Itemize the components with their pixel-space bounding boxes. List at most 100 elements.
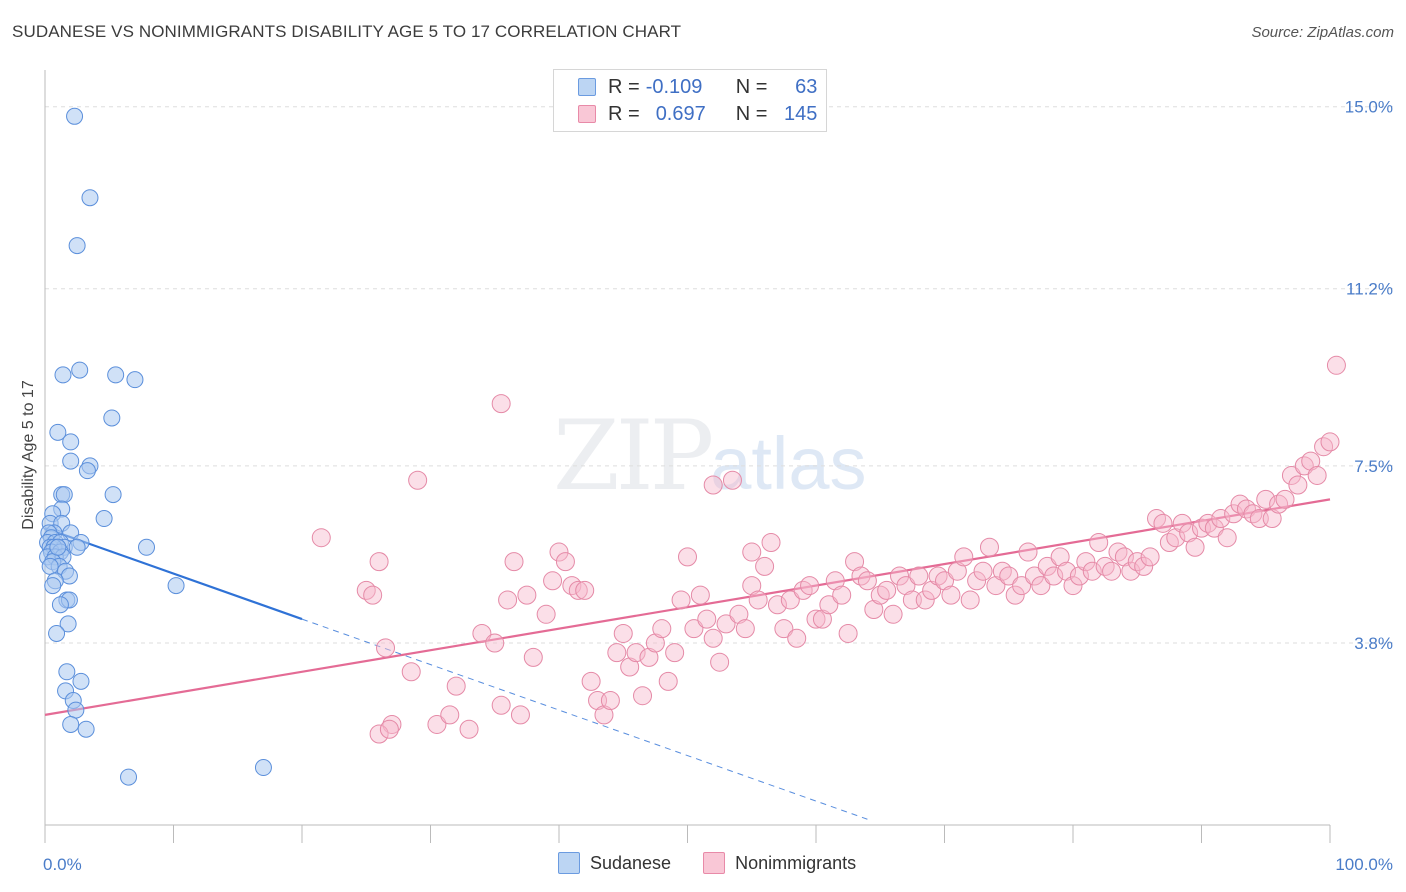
point-sudanese bbox=[67, 701, 85, 719]
chart-title: SUDANESE VS NONIMMIGRANTS DISABILITY AGE… bbox=[12, 22, 682, 41]
point-nonimmigrants bbox=[363, 585, 383, 605]
bottom-legend-swatch-nonimmigrants bbox=[703, 852, 726, 874]
legend-swatch-sudanese bbox=[578, 78, 596, 96]
watermark: ZIPatlas bbox=[553, 400, 867, 512]
point-nonimmigrants bbox=[742, 576, 762, 596]
point-nonimmigrants bbox=[1114, 547, 1134, 567]
point-nonimmigrants bbox=[1005, 585, 1025, 605]
point-nonimmigrants bbox=[986, 576, 1006, 596]
watermark-zip: ZIP bbox=[553, 400, 714, 512]
point-nonimmigrants bbox=[1281, 465, 1301, 485]
point-nonimmigrants bbox=[935, 571, 954, 591]
point-nonimmigrants bbox=[909, 566, 929, 586]
point-nonimmigrants bbox=[543, 571, 563, 591]
point-nonimmigrants bbox=[941, 585, 961, 605]
point-nonimmigrants bbox=[973, 561, 993, 581]
point-nonimmigrants bbox=[613, 623, 633, 643]
point-nonimmigrants bbox=[774, 619, 794, 639]
point-sudanese bbox=[48, 624, 66, 642]
point-nonimmigrants bbox=[652, 619, 672, 639]
point-nonimmigrants bbox=[703, 628, 723, 648]
point-sudanese bbox=[41, 557, 59, 575]
legend-r-label: R = bbox=[608, 102, 640, 125]
point-nonimmigrants bbox=[1037, 556, 1057, 576]
point-sudanese bbox=[62, 715, 80, 733]
point-nonimmigrants bbox=[626, 643, 646, 663]
point-nonimmigrants bbox=[1307, 465, 1327, 485]
point-nonimmigrants bbox=[1089, 532, 1109, 552]
point-nonimmigrants bbox=[755, 556, 775, 576]
point-nonimmigrants bbox=[812, 609, 832, 629]
legend-row-sudanese: R = -0.109 N = 63 bbox=[578, 75, 817, 99]
point-nonimmigrants bbox=[1063, 576, 1083, 596]
point-nonimmigrants bbox=[645, 633, 665, 653]
y-tick-label: 11.2% bbox=[1346, 280, 1393, 299]
point-nonimmigrants bbox=[722, 470, 742, 490]
point-nonimmigrants bbox=[697, 609, 717, 629]
point-nonimmigrants bbox=[838, 623, 858, 643]
point-nonimmigrants bbox=[896, 576, 916, 596]
point-nonimmigrants bbox=[703, 475, 723, 495]
point-sudanese bbox=[120, 768, 138, 786]
point-nonimmigrants bbox=[819, 595, 839, 615]
bottom-legend-label-sudanese: Sudanese bbox=[590, 852, 672, 873]
point-nonimmigrants bbox=[1044, 566, 1064, 586]
point-nonimmigrants bbox=[806, 609, 826, 629]
point-sudanese bbox=[167, 577, 185, 595]
point-nonimmigrants bbox=[1153, 513, 1173, 533]
y-tick-label: 3.8% bbox=[1354, 634, 1393, 653]
point-nonimmigrants bbox=[729, 604, 749, 624]
point-nonimmigrants bbox=[1224, 504, 1244, 524]
trend-line-nonimmigrants bbox=[44, 498, 1331, 716]
point-nonimmigrants bbox=[1262, 509, 1282, 529]
point-nonimmigrants bbox=[379, 719, 399, 739]
legend: R = -0.109 N = 63 R = 0.697 N = 145 bbox=[553, 69, 827, 132]
point-nonimmigrants bbox=[1288, 475, 1308, 495]
bottom-legend-nonimmigrants: Nonimmigrants bbox=[703, 852, 856, 874]
bottom-legend-swatch-sudanese bbox=[558, 852, 580, 874]
point-nonimmigrants bbox=[1121, 561, 1141, 581]
point-nonimmigrants bbox=[671, 590, 691, 610]
point-nonimmigrants bbox=[517, 585, 537, 605]
point-nonimmigrants bbox=[954, 547, 974, 567]
point-nonimmigrants bbox=[864, 600, 884, 620]
point-nonimmigrants bbox=[600, 691, 620, 710]
point-nonimmigrants bbox=[800, 576, 820, 596]
point-sudanese bbox=[95, 510, 113, 528]
point-sudanese bbox=[49, 423, 67, 441]
point-sudanese bbox=[254, 759, 272, 777]
legend-row-nonimmigrants: R = 0.697 N = 145 bbox=[578, 102, 817, 126]
point-sudanese bbox=[77, 720, 95, 738]
point-nonimmigrants bbox=[620, 657, 640, 677]
point-nonimmigrants bbox=[1134, 556, 1154, 576]
point-sudanese bbox=[78, 462, 96, 480]
point-nonimmigrants bbox=[665, 643, 685, 663]
tick-labels: 3.8% 7.5% 11.2% 15.0% 0.0% 100.0% bbox=[43, 98, 1393, 874]
point-nonimmigrants bbox=[401, 662, 421, 682]
point-nonimmigrants bbox=[485, 633, 505, 653]
point-sudanese bbox=[126, 371, 144, 389]
point-nonimmigrants bbox=[549, 542, 569, 562]
point-nonimmigrants bbox=[1024, 566, 1044, 586]
point-nonimmigrants bbox=[1217, 528, 1237, 548]
point-nonimmigrants bbox=[1256, 489, 1276, 509]
point-sudanese bbox=[58, 663, 76, 681]
point-sudanese bbox=[44, 577, 62, 595]
point-nonimmigrants bbox=[1069, 566, 1089, 586]
point-nonimmigrants bbox=[555, 552, 575, 572]
point-sudanese bbox=[54, 366, 72, 384]
data-points bbox=[39, 107, 1346, 786]
point-nonimmigrants bbox=[440, 705, 460, 725]
point-nonimmigrants bbox=[311, 528, 331, 548]
point-nonimmigrants bbox=[581, 671, 601, 691]
point-nonimmigrants bbox=[915, 590, 935, 610]
x-tick-label: 0.0% bbox=[43, 855, 82, 874]
point-sudanese bbox=[55, 486, 73, 504]
point-nonimmigrants bbox=[1172, 513, 1192, 533]
point-nonimmigrants bbox=[922, 580, 942, 600]
point-sudanese bbox=[68, 538, 86, 556]
point-nonimmigrants bbox=[408, 470, 428, 490]
y-tick-label: 7.5% bbox=[1354, 457, 1393, 476]
point-nonimmigrants bbox=[1102, 561, 1122, 581]
